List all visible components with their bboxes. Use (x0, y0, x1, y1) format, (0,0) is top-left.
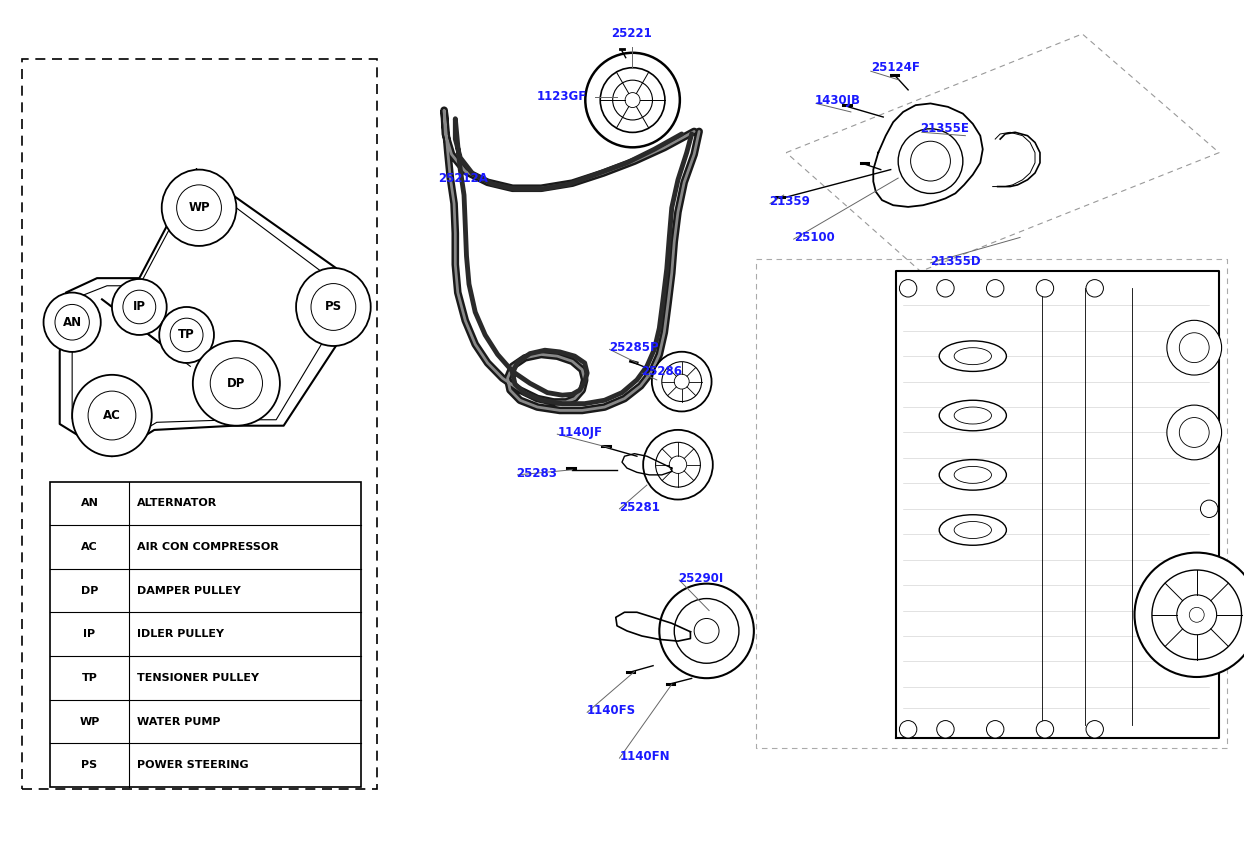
Text: AIR CON COMPRESSOR: AIR CON COMPRESSOR (137, 542, 279, 552)
Circle shape (1200, 585, 1218, 602)
Circle shape (1179, 332, 1209, 363)
Circle shape (662, 362, 702, 401)
Ellipse shape (939, 515, 1006, 545)
Circle shape (1036, 721, 1054, 738)
Text: 25281: 25281 (620, 500, 661, 514)
Polygon shape (896, 271, 1219, 738)
Text: TENSIONER PULLEY: TENSIONER PULLEY (137, 673, 259, 683)
Circle shape (1036, 280, 1054, 297)
Ellipse shape (44, 293, 101, 352)
Text: WP: WP (80, 717, 100, 727)
Circle shape (585, 53, 679, 148)
Bar (50, 482, 361, 787)
Circle shape (656, 443, 700, 487)
Ellipse shape (112, 279, 167, 335)
Text: 1140FN: 1140FN (620, 750, 671, 763)
Text: 25286: 25286 (641, 365, 682, 378)
Text: POWER STEERING: POWER STEERING (137, 760, 249, 770)
Ellipse shape (954, 407, 991, 424)
Circle shape (1189, 607, 1204, 622)
Circle shape (669, 456, 687, 473)
Ellipse shape (55, 304, 90, 340)
Text: AN: AN (81, 499, 98, 509)
Ellipse shape (123, 290, 156, 324)
Ellipse shape (939, 400, 1006, 431)
Circle shape (1177, 595, 1217, 634)
Text: AC: AC (81, 542, 98, 552)
Ellipse shape (296, 268, 371, 346)
Circle shape (1167, 321, 1222, 375)
Circle shape (986, 721, 1004, 738)
Text: 25283: 25283 (516, 466, 557, 480)
Bar (22, 59, 377, 789)
Text: PS: PS (81, 760, 97, 770)
Text: 1140JF: 1140JF (557, 426, 602, 439)
Ellipse shape (954, 522, 991, 538)
Circle shape (899, 721, 917, 738)
Circle shape (1086, 721, 1103, 738)
Circle shape (643, 430, 713, 499)
Text: TP: TP (178, 328, 195, 342)
Ellipse shape (162, 170, 236, 246)
Circle shape (612, 81, 652, 120)
Circle shape (694, 618, 719, 644)
Text: 1140FS: 1140FS (587, 704, 636, 717)
Circle shape (1086, 280, 1103, 297)
Circle shape (674, 599, 739, 663)
Text: ALTERNATOR: ALTERNATOR (137, 499, 218, 509)
Circle shape (898, 129, 963, 193)
Text: 25212A: 25212A (438, 171, 488, 185)
Text: AC: AC (103, 409, 121, 422)
Circle shape (937, 721, 954, 738)
Circle shape (1167, 405, 1222, 460)
Text: 21355D: 21355D (931, 254, 982, 268)
Text: 25290I: 25290I (678, 572, 723, 585)
Circle shape (911, 142, 950, 181)
Circle shape (899, 280, 917, 297)
Text: DP: DP (81, 586, 98, 595)
Text: 25100: 25100 (794, 231, 835, 244)
Text: WP: WP (188, 201, 210, 215)
Circle shape (624, 92, 639, 108)
Circle shape (937, 280, 954, 297)
Circle shape (600, 68, 664, 132)
Ellipse shape (170, 318, 203, 352)
Text: AN: AN (62, 315, 82, 329)
Text: 21359: 21359 (769, 195, 810, 209)
Ellipse shape (72, 375, 152, 456)
Circle shape (1200, 416, 1218, 432)
Circle shape (1135, 553, 1244, 677)
Text: DAMPER PULLEY: DAMPER PULLEY (137, 586, 241, 595)
Ellipse shape (954, 466, 991, 483)
Text: 25124F: 25124F (871, 61, 919, 75)
Text: 25221: 25221 (612, 27, 652, 41)
Circle shape (986, 280, 1004, 297)
Text: PS: PS (325, 300, 342, 314)
Ellipse shape (210, 358, 262, 409)
Ellipse shape (177, 185, 221, 231)
Circle shape (1179, 417, 1209, 448)
Text: TP: TP (81, 673, 97, 683)
Circle shape (1152, 570, 1242, 660)
Text: 1430JB: 1430JB (815, 93, 861, 107)
Circle shape (674, 374, 689, 389)
Ellipse shape (311, 283, 356, 331)
Text: IP: IP (133, 300, 146, 314)
Ellipse shape (159, 307, 214, 363)
Text: IP: IP (83, 629, 96, 639)
Text: IDLER PULLEY: IDLER PULLEY (137, 629, 224, 639)
Ellipse shape (939, 341, 1006, 371)
Ellipse shape (954, 348, 991, 365)
Ellipse shape (193, 341, 280, 426)
Text: DP: DP (228, 377, 245, 390)
Text: 25285P: 25285P (610, 341, 659, 354)
Text: 1123GF: 1123GF (537, 90, 587, 103)
Text: WATER PUMP: WATER PUMP (137, 717, 220, 727)
Text: 21355E: 21355E (921, 122, 969, 136)
Ellipse shape (939, 460, 1006, 490)
Ellipse shape (88, 391, 136, 440)
Circle shape (652, 352, 712, 411)
Circle shape (659, 583, 754, 678)
Circle shape (1200, 500, 1218, 517)
